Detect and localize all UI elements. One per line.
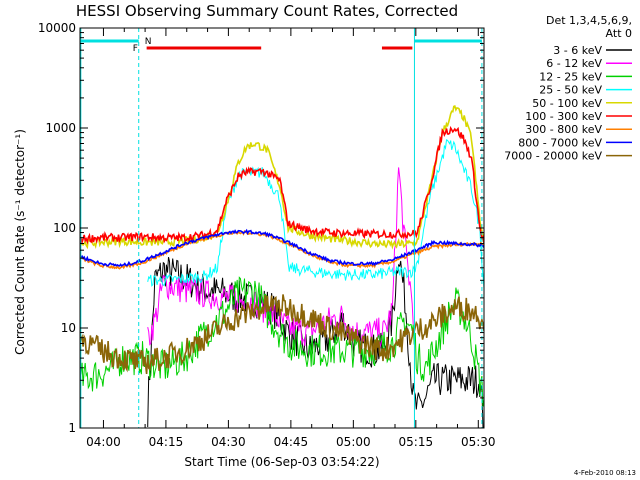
x-tick-label: 05:00 bbox=[336, 435, 371, 449]
chart-title: HESSI Observing Summary Count Rates, Cor… bbox=[76, 2, 458, 20]
legend-label: 25 - 50 keV bbox=[539, 84, 602, 97]
night-flag-label: N bbox=[145, 37, 152, 47]
plot-area: NF 1 10 100 1000 10000 04:00 04:15 04:30 04:45 05:… bbox=[38, 21, 496, 449]
y-tick-label: 10000 bbox=[38, 21, 76, 35]
x-tick-label: 04:30 bbox=[211, 435, 246, 449]
series-line-8 bbox=[80, 228, 484, 267]
x-tick-label: 04:15 bbox=[149, 435, 184, 449]
series-line-3 bbox=[80, 276, 484, 407]
legend-label: 300 - 800 keV bbox=[525, 123, 602, 136]
legend-header: Att 0 bbox=[606, 27, 632, 40]
flare-flag-label: F bbox=[133, 44, 138, 54]
x-tick-label: 05:15 bbox=[399, 435, 434, 449]
legend-label: 800 - 7000 keV bbox=[518, 136, 602, 149]
x-tick-label: 05:30 bbox=[461, 435, 496, 449]
legend-label: 50 - 100 keV bbox=[532, 97, 602, 110]
y-tick-label: 10 bbox=[61, 321, 76, 335]
legend-label: 3 - 6 keV bbox=[553, 44, 602, 57]
legend-label: 12 - 25 keV bbox=[539, 70, 602, 83]
y-axis-label: Corrected Count Rate (s⁻¹ detector⁻¹) bbox=[13, 129, 27, 355]
x-tick-label: 04:45 bbox=[274, 435, 309, 449]
legend-label: 6 - 12 keV bbox=[546, 57, 602, 70]
y-tick-label: 100 bbox=[53, 221, 76, 235]
legend-label: 7000 - 20000 keV bbox=[504, 150, 602, 163]
x-axis-label: Start Time (06-Sep-03 03:54:22) bbox=[184, 455, 379, 469]
x-tick-label: 04:00 bbox=[86, 435, 121, 449]
y-tick-label: 1 bbox=[68, 421, 76, 435]
timestamp: 4-Feb-2010 08:13 bbox=[574, 469, 636, 477]
series-line-1 bbox=[147, 256, 484, 428]
legend-header: Det 1,3,4,5,6,9, bbox=[546, 14, 632, 27]
series-line-4 bbox=[147, 139, 484, 289]
series-line-9 bbox=[80, 294, 484, 374]
y-tick-label: 1000 bbox=[45, 121, 76, 135]
legend-label: 100 - 300 keV bbox=[525, 110, 602, 123]
series-line-6 bbox=[80, 125, 484, 245]
series-line-5 bbox=[80, 105, 484, 250]
